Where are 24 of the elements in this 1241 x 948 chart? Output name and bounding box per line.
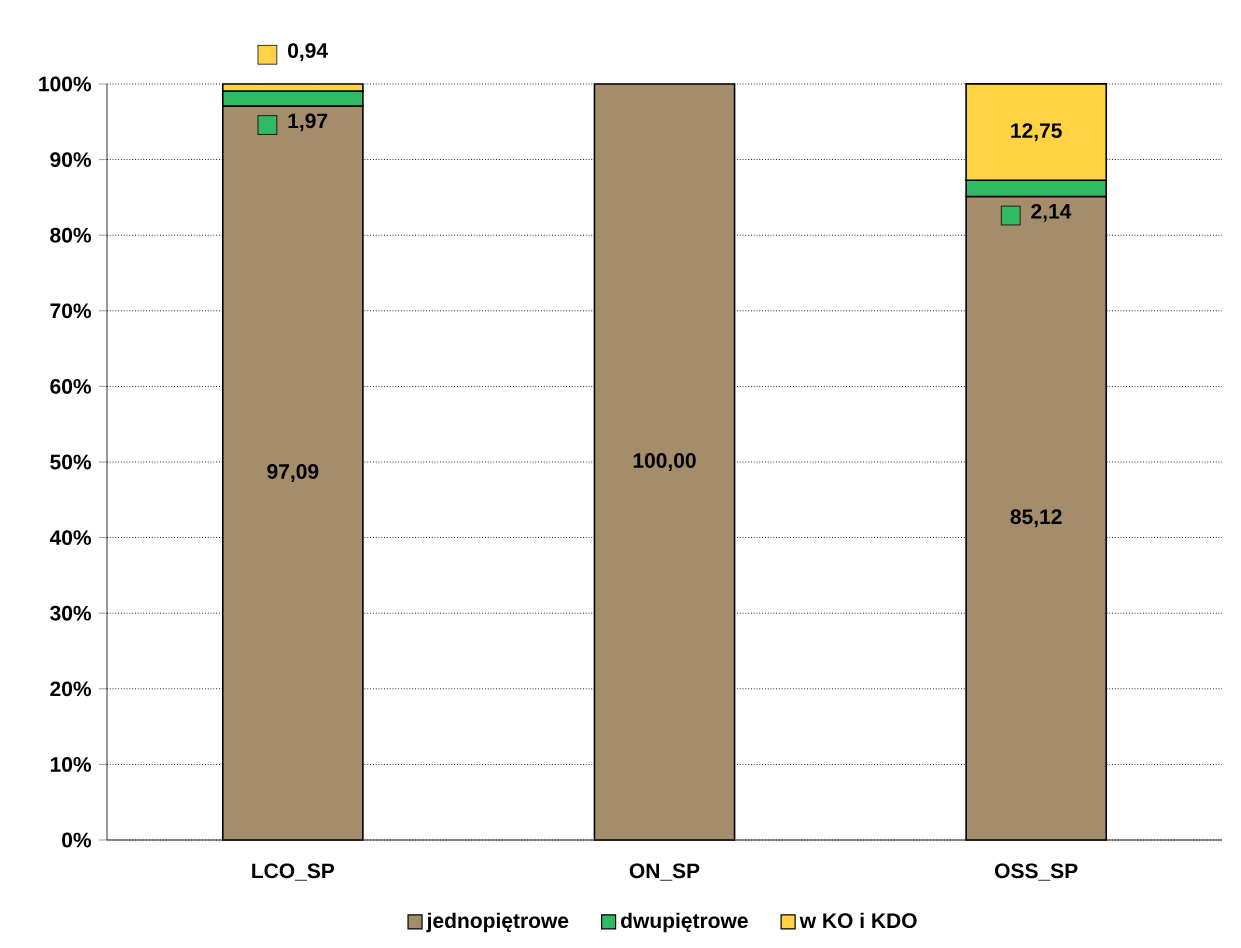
y-tick-label: 80% xyxy=(50,227,92,243)
data-label: 100,00 xyxy=(633,453,696,471)
data-label: 1,97 xyxy=(288,113,328,132)
data-label: 85,12 xyxy=(1010,509,1062,528)
y-tick-label: 70% xyxy=(50,303,92,319)
y-tick-label: 60% xyxy=(50,378,92,394)
data-label: 0,94 xyxy=(288,43,328,62)
data-label: 97,09 xyxy=(267,464,319,482)
y-tick-label: 50% xyxy=(50,454,92,470)
data-label: 2,14 xyxy=(1031,203,1072,222)
legend-label: w KO i KDO xyxy=(799,912,917,929)
y-tick-label: 0% xyxy=(62,832,92,848)
y-tick-label: 30% xyxy=(50,605,92,621)
legend-label: dwupiętrowe xyxy=(621,912,748,933)
y-tick-label: 90% xyxy=(50,152,92,168)
x-tick-label: LCO_SP xyxy=(252,863,335,881)
y-tick-label: 100% xyxy=(39,76,92,92)
x-tick-label: ON_SP xyxy=(629,863,700,881)
data-label: 12,75 xyxy=(1011,123,1062,142)
y-tick-label: 40% xyxy=(49,530,92,546)
y-tick-label: 10% xyxy=(50,756,92,772)
legend-label: jednopiętrowe xyxy=(426,912,569,933)
y-tick-label: 20% xyxy=(50,681,92,697)
x-tick-label: OSS_SP xyxy=(995,863,1078,881)
